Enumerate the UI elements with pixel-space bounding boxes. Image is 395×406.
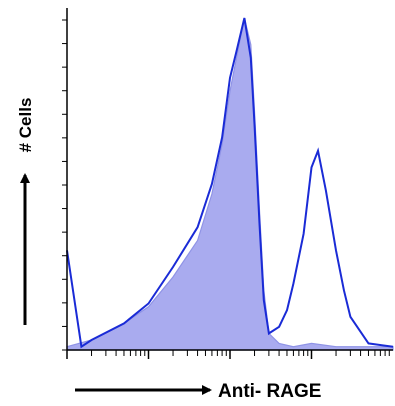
x-axis-label: Anti- RAGE — [218, 381, 321, 402]
y-axis-label: # Cells — [16, 98, 35, 153]
series-outline-histogram — [66, 17, 394, 349]
plot-area — [66, 17, 394, 351]
axes — [62, 8, 393, 359]
y-ticks — [62, 19, 67, 351]
x-ticks — [66, 350, 390, 359]
series-filled-histogram — [66, 17, 394, 351]
